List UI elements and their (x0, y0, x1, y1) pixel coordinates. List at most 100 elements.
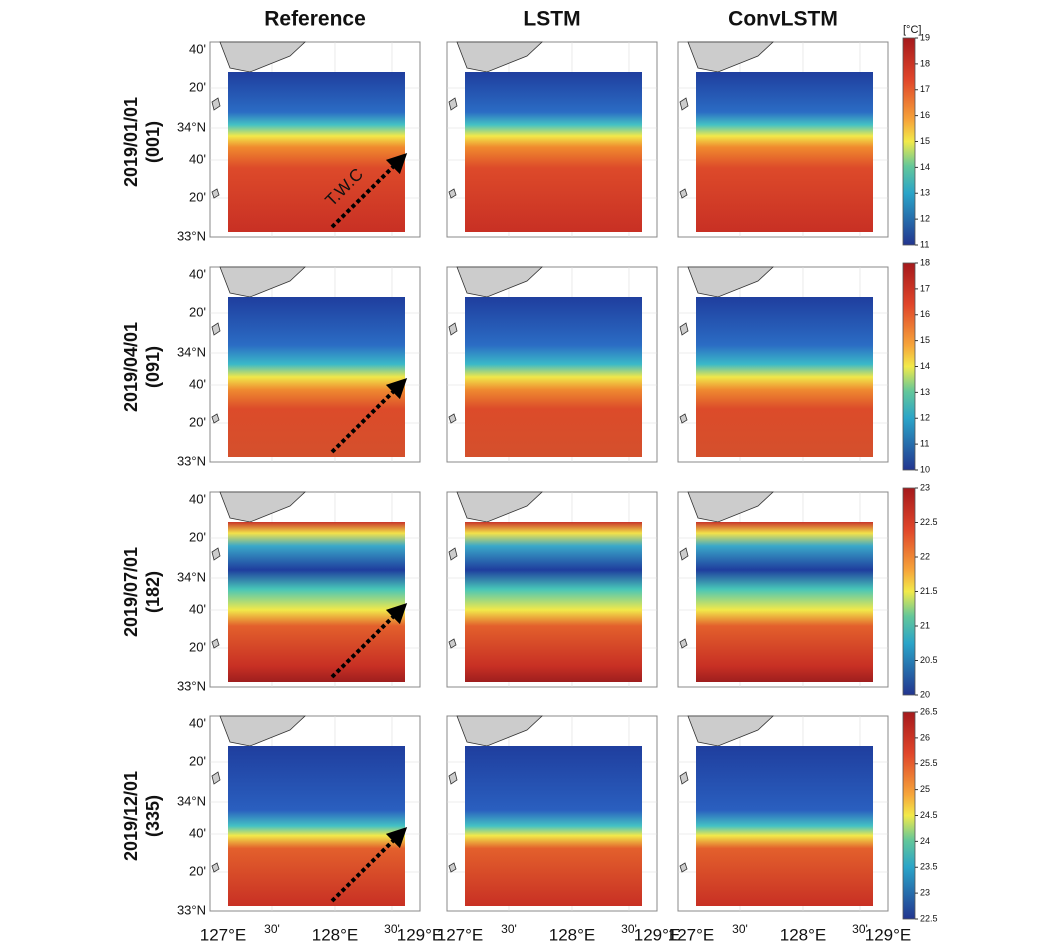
x-tick-label: 128°E (312, 925, 359, 944)
colorbar-tick-label: 13 (920, 387, 930, 397)
y-tick-label: 20' (189, 414, 206, 429)
land (679, 97, 689, 199)
land (687, 715, 775, 747)
current-arrow (330, 152, 408, 229)
y-tick-label: 34°N (177, 569, 206, 584)
colorbar-tick-label: 24 (920, 836, 930, 846)
y-tick-label: 40' (189, 825, 206, 840)
colorbar-tick-label: 19 (920, 32, 930, 42)
land (456, 715, 544, 747)
y-tick-label: 33°N (177, 453, 206, 468)
row-day: (091) (143, 346, 163, 388)
y-tick-label: 20' (189, 639, 206, 654)
colorbar-unit: [°C] (903, 24, 921, 36)
colorbar-tick-label: 20.5 (920, 655, 938, 665)
land (679, 771, 689, 873)
colorbar-tick-label: 21 (920, 620, 930, 630)
sst-field (465, 746, 642, 906)
colorbar-tick-label: 11 (920, 239, 929, 249)
land (687, 491, 775, 523)
x-tick-label: 30' (264, 922, 280, 936)
colorbar-tick-label: 23 (920, 482, 930, 492)
y-tick-label: 20' (189, 304, 206, 319)
colorbar (902, 711, 916, 920)
y-tick-label: 34°N (177, 793, 206, 808)
colorbar-tick-label: 16 (920, 309, 930, 319)
sst-field (228, 746, 405, 906)
current-arrow (330, 377, 408, 454)
current-arrow (330, 826, 408, 903)
colorbar-tick-label: 18 (920, 58, 930, 68)
land (211, 771, 221, 873)
sst-field (228, 297, 405, 457)
y-tick-label: 33°N (177, 902, 206, 917)
land (679, 322, 689, 424)
x-tick-label: 30' (621, 922, 637, 936)
y-tick-label: 40' (189, 266, 206, 281)
colorbar-tick-label: 12 (920, 214, 930, 224)
sst-field (696, 746, 873, 906)
land (679, 547, 689, 649)
x-tick-label: 30' (732, 922, 748, 936)
row-day: (001) (143, 121, 163, 163)
colorbar-tick-label: 17 (920, 283, 930, 293)
colorbar-tick-label: 13 (920, 188, 930, 198)
sst-field (696, 297, 873, 457)
colorbar (902, 487, 916, 696)
y-tick-label: 40' (189, 715, 206, 730)
colorbar-tick-label: 20 (920, 689, 930, 699)
land (448, 547, 458, 649)
sst-field (228, 522, 405, 682)
y-tick-label: 40' (189, 41, 206, 56)
colorbar-tick-label: 22.5 (920, 517, 938, 527)
colorbar-tick-label: 10 (920, 464, 930, 474)
sst-field (465, 522, 642, 682)
colorbar-tick-label: 16 (920, 110, 930, 120)
y-tick-label: 34°N (177, 344, 206, 359)
y-tick-label: 40' (189, 601, 206, 616)
x-tick-label: 30' (852, 922, 868, 936)
column-title: LSTM (523, 8, 580, 31)
land (219, 715, 307, 747)
colorbar-tick-label: 23.5 (920, 862, 938, 872)
column-title: ConvLSTM (728, 8, 838, 31)
x-tick-label: 128°E (549, 925, 596, 944)
x-tick-label: 129°E (634, 925, 681, 944)
sst-field (465, 72, 642, 232)
x-tick-label: 127°E (668, 925, 715, 944)
colorbar (902, 262, 916, 471)
y-tick-label: 34°N (177, 119, 206, 134)
land (448, 97, 458, 199)
current-arrow (330, 602, 408, 679)
colorbar-tick-label: 23 (920, 888, 930, 898)
land (456, 266, 544, 298)
land (211, 97, 221, 199)
colorbar (902, 37, 916, 246)
colorbar-tick-label: 22.5 (920, 913, 938, 923)
x-tick-label: 129°E (865, 925, 912, 944)
y-tick-label: 40' (189, 151, 206, 166)
land (687, 41, 775, 73)
row-date: 2019/01/01 (121, 97, 141, 187)
panels: Reference LSTM ConvLSTM 2019/01/01 (001) 40' 2… (121, 8, 938, 945)
land (448, 322, 458, 424)
land (448, 771, 458, 873)
y-tick-label: 40' (189, 376, 206, 391)
colorbar-tick-label: 26.5 (920, 706, 938, 716)
x-tick-label: 127°E (437, 925, 484, 944)
y-tick-label: 20' (189, 79, 206, 94)
colorbar-tick-label: 17 (920, 84, 930, 94)
colorbar-tick-label: 24.5 (920, 810, 938, 820)
sst-field (228, 72, 405, 232)
colorbar-tick-label: 14 (920, 162, 930, 172)
land (456, 491, 544, 523)
y-tick-label: 20' (189, 753, 206, 768)
column-title: Reference (264, 8, 366, 31)
colorbar-tick-label: 15 (920, 136, 930, 146)
y-tick-label: 20' (189, 529, 206, 544)
land (219, 41, 307, 73)
y-tick-label: 33°N (177, 228, 206, 243)
row-date: 2019/12/01 (121, 771, 141, 861)
land (211, 547, 221, 649)
